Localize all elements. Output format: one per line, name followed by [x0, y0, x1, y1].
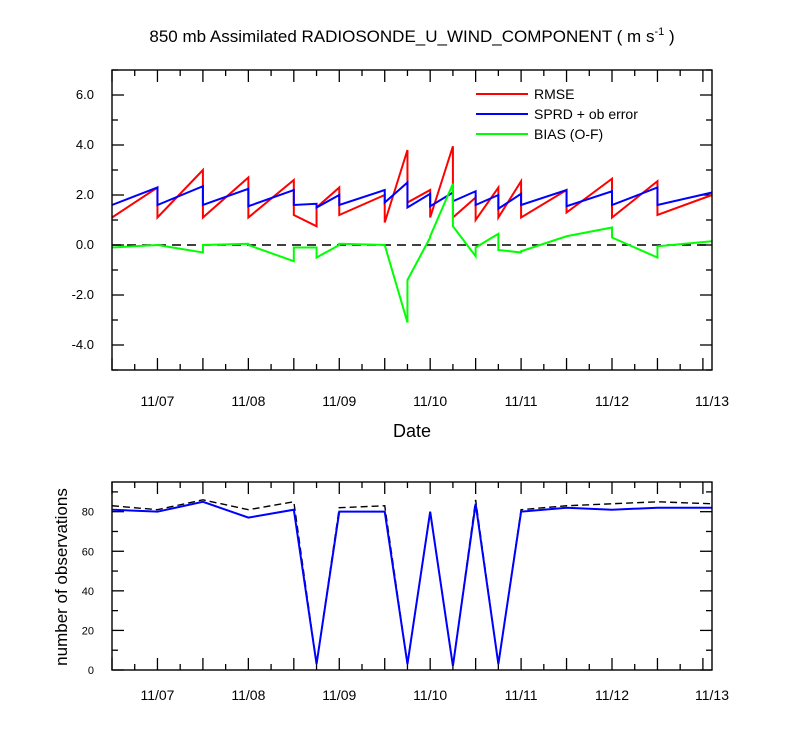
x-axis-label: Date	[393, 421, 431, 441]
top-series-group	[112, 146, 712, 322]
x-tick-label: 11/08	[231, 687, 265, 703]
figure: 850 mb Assimilated RADIOSONDE_U_WIND_COM…	[0, 0, 800, 750]
x-tick-label: 11/09	[322, 393, 356, 409]
x-tick-label: 11/12	[595, 393, 629, 409]
bottom-x-tick-labels: 11/07 11/08 11/09 11/10 11/11 11/12 11/13	[140, 687, 729, 703]
top-panel: 850 mb Assimilated RADIOSONDE_U_WIND_COM…	[72, 26, 730, 441]
x-tick-label: 11/07	[140, 393, 174, 409]
y-tick-label: 80	[82, 507, 94, 519]
legend-label-rmse: RMSE	[534, 86, 574, 102]
x-tick-label: 11/12	[595, 687, 629, 703]
bottom-panel: 0 20 40 60 80 11/07 11/08 11/09 11/10 11/11 11/12…	[52, 482, 729, 703]
x-tick-label: 11/11	[505, 393, 538, 409]
y-tick-label: 0.0	[76, 237, 94, 252]
series-line-used	[112, 502, 712, 666]
x-tick-label: 11/09	[322, 687, 356, 703]
legend: RMSE SPRD + ob error BIAS (O-F)	[476, 86, 638, 142]
chart-title: 850 mb Assimilated RADIOSONDE_U_WIND_COM…	[149, 26, 674, 46]
y-tick-label: 2.0	[76, 187, 94, 202]
legend-label-sprd-ob-error: SPRD + ob error	[534, 106, 638, 122]
x-tick-label: 11/08	[231, 393, 265, 409]
y-tick-label: 6.0	[76, 87, 94, 102]
top-x-tick-labels: 11/07 11/08 11/09 11/10 11/11 11/12 11/13	[140, 393, 729, 409]
x-tick-label: 11/11	[505, 687, 538, 703]
bottom-series-group	[112, 500, 712, 666]
x-tick-label: 11/07	[140, 687, 174, 703]
series-line-possible	[112, 500, 712, 666]
top-y-tick-labels: -4.0 -2.0 0.0 2.0 4.0 6.0	[72, 87, 94, 352]
bottom-y-tick-labels: 0 20 40 60 80	[82, 507, 94, 677]
x-tick-label: 11/10	[413, 687, 447, 703]
y-tick-label: -2.0	[72, 287, 94, 302]
x-tick-label: 11/13	[695, 687, 729, 703]
y-tick-label: 60	[82, 546, 94, 558]
x-tick-label: 11/13	[695, 393, 729, 409]
y-tick-label: 40	[82, 586, 94, 598]
y-tick-label: 4.0	[76, 137, 94, 152]
y-tick-label: 20	[82, 625, 94, 637]
y-tick-label: 0	[88, 665, 94, 677]
series-line-sprd-ob-error	[112, 183, 712, 209]
x-tick-label: 11/10	[413, 393, 447, 409]
y-axis-label-observations: number of observations	[52, 488, 71, 666]
y-tick-label: -4.0	[72, 337, 94, 352]
legend-label-bias-o-f: BIAS (O-F)	[534, 126, 603, 142]
